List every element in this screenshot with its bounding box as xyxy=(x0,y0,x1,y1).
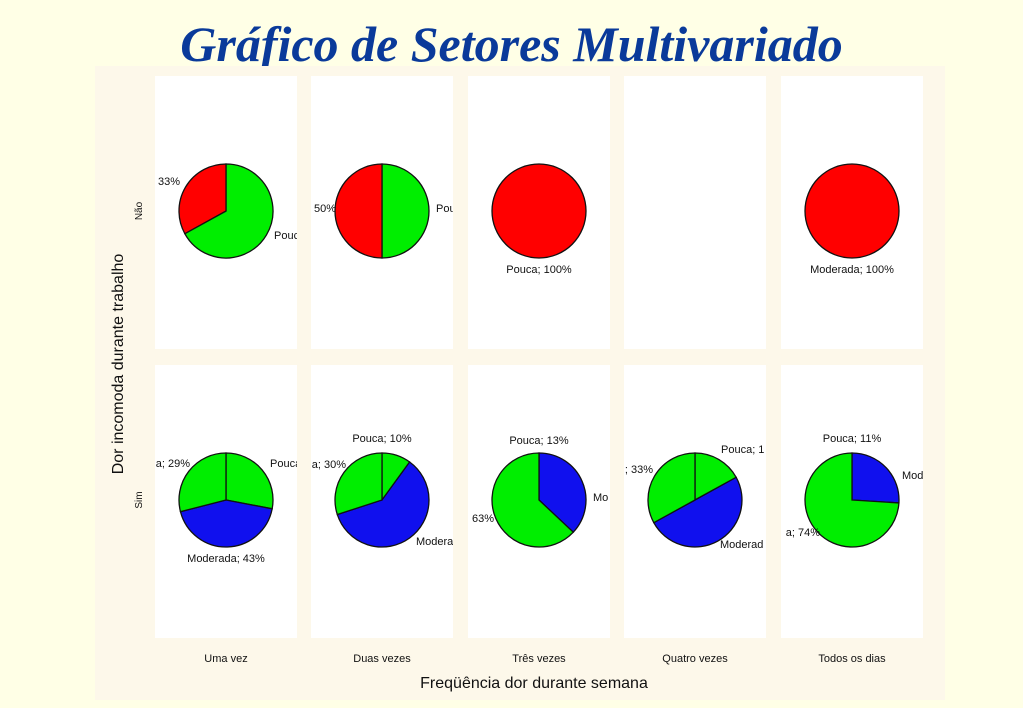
pie-slice xyxy=(647,452,696,524)
pie-slice xyxy=(694,452,738,502)
row-tick-label: Sim xyxy=(134,491,145,508)
slice-label: Moderada; 43% xyxy=(187,553,265,565)
column-tick-label: Quatro vezes xyxy=(662,653,728,665)
slice-label: Mode xyxy=(902,470,930,482)
column-tick-label: Duas vezes xyxy=(353,653,411,665)
pie-group: Pouca; 10% Moderad a; 30% xyxy=(312,433,459,548)
pie-slice xyxy=(334,163,383,259)
pie-group: Moderada; 100% xyxy=(804,163,900,276)
slice-label: Pouca; 11% xyxy=(823,433,882,445)
page-title: Gráfico de Setores Multivariado xyxy=(180,16,843,72)
slice-label: 63% xyxy=(472,513,494,525)
pie-slice xyxy=(183,163,274,259)
pie-slice xyxy=(851,452,900,504)
pie-group: Pouca a; 33% xyxy=(146,163,306,259)
column-tick-label: Todos os dias xyxy=(818,653,886,665)
slice-label: Pouca; 13% xyxy=(509,435,569,447)
column-tick-label: Três vezes xyxy=(512,653,566,665)
slice-label: a; 33% xyxy=(146,176,180,188)
row-tick-label: Não xyxy=(134,201,145,220)
slice-label: Pouca; 100% xyxy=(506,264,572,276)
pie-slice xyxy=(804,163,900,259)
pie-slice xyxy=(491,452,575,548)
pie-group: Mode a; 74% Pouca; 11% xyxy=(786,433,930,548)
slice-label: 50% xyxy=(314,203,336,215)
slice-label: ; 33% xyxy=(625,464,653,476)
panel xyxy=(624,76,766,349)
pie-slice xyxy=(652,476,743,548)
pie-slice xyxy=(178,163,227,235)
slice-label: a; 30% xyxy=(312,459,346,471)
pie-slice xyxy=(225,452,274,510)
pie-group: Mo 63% Pouca; 13% xyxy=(472,435,608,548)
pie-group: Pouca Moderada; 43% a; 29% xyxy=(156,452,302,565)
slice-label: Moderada; 100% xyxy=(810,264,894,276)
pie-slice xyxy=(334,452,383,516)
slice-label: Pouca xyxy=(270,458,302,470)
slice-label: Moderad xyxy=(416,536,459,548)
pie-slice xyxy=(336,461,430,548)
slice-label: Mo xyxy=(593,492,608,504)
slice-label: Pouca xyxy=(274,230,306,242)
pie-slice xyxy=(804,452,900,548)
pie-group: Pouca; 100% xyxy=(491,163,587,276)
x-axis-label: Freqüência dor durante semana xyxy=(420,675,648,692)
pie-slice xyxy=(381,163,430,259)
slice-label: Moderad xyxy=(720,539,763,551)
pie-group: Pouca; 1 Moderad ; 33% xyxy=(625,444,765,551)
y-axis-label: Dor incomoda durante trabalho xyxy=(110,254,127,475)
slice-label: Pou xyxy=(436,203,456,215)
slice-label: a; 74% xyxy=(786,527,820,539)
slice-label: a; 29% xyxy=(156,458,190,470)
pie-slice xyxy=(178,452,227,513)
pie-slice xyxy=(538,452,587,534)
pie-slice xyxy=(491,163,587,259)
pie-slice xyxy=(179,499,273,548)
slice-label: Pouca; 10% xyxy=(352,433,412,445)
pie-group: Pou 50% xyxy=(314,163,456,259)
column-tick-label: Uma vez xyxy=(204,653,247,665)
slice-label: Pouca; 1 xyxy=(721,444,764,456)
